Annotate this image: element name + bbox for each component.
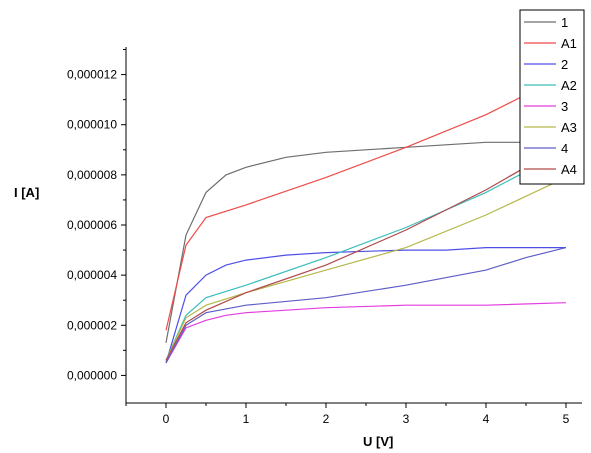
y-tick-label: 0,000004 xyxy=(67,268,117,282)
y-tick-label: 0,000000 xyxy=(67,368,117,382)
x-tick-label: 1 xyxy=(243,412,250,426)
x-tick-label: 3 xyxy=(403,412,410,426)
legend: 1 A1 2 A2 3 A3 4 A4 xyxy=(519,9,585,185)
y-axis-title: I [A] xyxy=(14,185,39,200)
legend-label-4: 4 xyxy=(561,141,568,156)
legend-label-a1: A1 xyxy=(561,36,577,51)
legend-label-1: 1 xyxy=(561,15,568,30)
series-line-a4 xyxy=(165,161,535,361)
x-tick-label: 0 xyxy=(163,412,170,426)
series-line-1 xyxy=(165,139,567,343)
series-line-a2 xyxy=(165,166,535,361)
y-tick-label: 0,000008 xyxy=(67,168,117,182)
x-tick-label: 4 xyxy=(483,412,490,426)
x-tick-label: 5 xyxy=(563,412,570,426)
legend-label-3: 3 xyxy=(561,99,568,114)
x-axis-title: U [V] xyxy=(363,434,393,449)
series-line-a1 xyxy=(165,94,527,331)
y-tick-label: 0,000010 xyxy=(67,118,117,132)
legend-label-a3: A3 xyxy=(561,120,577,135)
legend-label-a4: A4 xyxy=(561,162,577,177)
series-line-2 xyxy=(165,247,566,364)
series-line-3 xyxy=(165,302,567,364)
y-tick-label: 0,000002 xyxy=(67,318,117,332)
x-tick-label: 2 xyxy=(323,412,330,426)
legend-label-a2: A2 xyxy=(561,78,577,93)
y-tick-label: 0,000006 xyxy=(67,218,117,232)
legend-label-2: 2 xyxy=(561,57,568,72)
series-line-a3 xyxy=(165,176,567,361)
legend-box xyxy=(519,9,585,185)
series-line-4 xyxy=(165,247,567,364)
y-tick-label: 0,000012 xyxy=(67,68,117,82)
